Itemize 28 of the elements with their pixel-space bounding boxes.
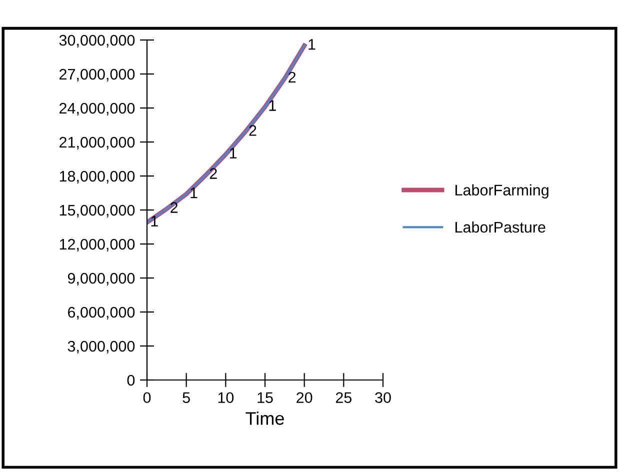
- x-tick-label: 5: [182, 392, 190, 404]
- x-tick-label: 10: [218, 392, 234, 404]
- y-tick-label: 24,000,000: [60, 102, 135, 116]
- x-tick-label: 25: [336, 392, 352, 404]
- x-tick-label: 15: [258, 392, 273, 404]
- x-tick-label: 30: [375, 392, 391, 404]
- y-tick-label: 9,000,000: [68, 272, 135, 286]
- x-tick-label: 0: [143, 392, 151, 404]
- legend-label: LaborFarming: [456, 184, 548, 199]
- annotation: 1: [308, 39, 316, 50]
- x-tick-label: 20: [296, 392, 312, 404]
- y-tick-label: 12,000,000: [60, 238, 135, 252]
- y-tick-label: 27,000,000: [60, 68, 135, 82]
- annotation: 2: [249, 125, 256, 136]
- annotation: 2: [210, 168, 217, 179]
- annotation: 1: [269, 100, 276, 111]
- y-tick-label: 21,000,000: [60, 136, 135, 150]
- y-tick-label: 6,000,000: [68, 306, 135, 320]
- y-tick-label: 18,000,000: [60, 170, 135, 184]
- y-tick-label: 30,000,000: [59, 34, 135, 48]
- y-tick-label: 3,000,000: [68, 340, 135, 354]
- annotation: 1: [230, 148, 237, 158]
- y-tick-label: 0: [127, 374, 135, 386]
- x-axis-title: Time: [246, 412, 284, 425]
- annotation: 2: [288, 72, 296, 82]
- annotation: 1: [190, 188, 198, 198]
- legend-label: LaborPasture: [456, 221, 546, 233]
- y-tick-label: 15,000,000: [60, 204, 135, 218]
